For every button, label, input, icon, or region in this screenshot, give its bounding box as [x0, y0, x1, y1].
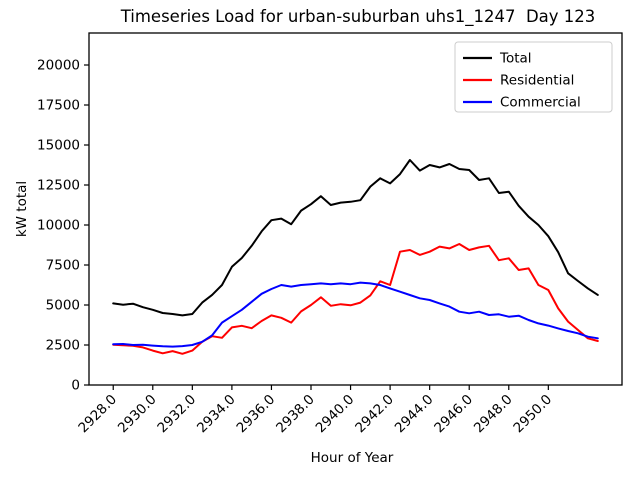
axes-box [88, 32, 623, 386]
x-tick-label: 2938.0 [273, 392, 318, 437]
legend-label-residential: Residential [500, 73, 574, 89]
y-tick-label: 7500 [46, 258, 80, 274]
y-tick-label: 5000 [46, 298, 80, 314]
y-tick-label: 20000 [37, 58, 80, 74]
y-tick-label: 0 [71, 378, 80, 394]
x-tick-label: 2932.0 [154, 392, 199, 437]
y-tick-label: 15000 [37, 138, 80, 154]
chart-title: Timeseries Load for urban-suburban uhs1_… [120, 7, 596, 27]
legend-label-total: Total [499, 51, 532, 67]
y-tick-label: 17500 [37, 98, 80, 114]
x-tick-label: 2942.0 [352, 392, 397, 437]
x-axis-label: Hour of Year [311, 450, 394, 466]
legend: Total Residential Commercial [454, 41, 613, 113]
x-tick-label: 2940.0 [313, 392, 358, 437]
series-line-commercial [112, 281, 599, 348]
series-line-residential [112, 243, 599, 355]
x-tick-label: 2944.0 [392, 392, 437, 437]
legend-label-commercial: Commercial [500, 95, 581, 111]
x-tick-label: 2948.0 [471, 392, 516, 437]
y-axis-ticks: 0 2500 5000 7500 10000 12500 15000 17500 20000 [37, 58, 89, 394]
legend-box [454, 41, 613, 113]
x-tick-label: 2950.0 [510, 392, 555, 437]
series-line-total [112, 159, 599, 317]
y-axis-label: kW total [14, 181, 30, 237]
x-tick-label: 2930.0 [115, 392, 160, 437]
y-tick-label: 10000 [37, 218, 80, 234]
y-tick-label: 2500 [46, 338, 80, 354]
x-tick-label: 2934.0 [194, 392, 239, 437]
x-axis-ticks: 2928.02930.02932.02934.02936.02938.02940… [75, 385, 555, 436]
x-tick-label: 2936.0 [234, 392, 279, 437]
x-tick-label: 2928.0 [75, 392, 120, 437]
x-tick-label: 2946.0 [431, 392, 476, 437]
y-tick-label: 12500 [37, 178, 80, 194]
plot-lines [112, 159, 599, 355]
